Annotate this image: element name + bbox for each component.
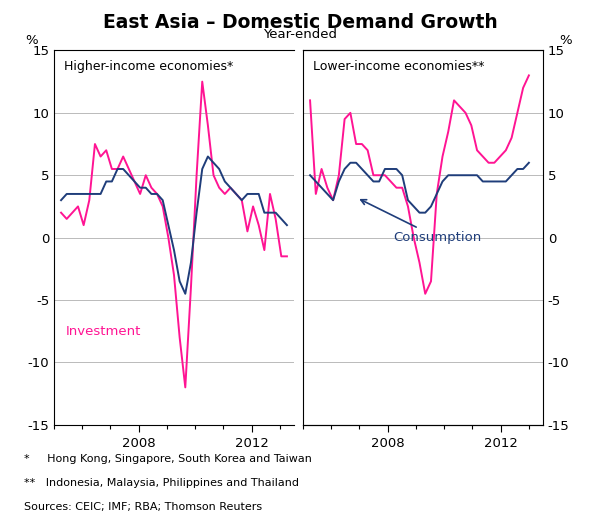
Text: Investment: Investment [66,325,142,338]
Text: Higher-income economies*: Higher-income economies* [64,60,233,73]
Text: *     Hong Kong, Singapore, South Korea and Taiwan: * Hong Kong, Singapore, South Korea and … [24,454,312,464]
Text: Lower-income economies**: Lower-income economies** [313,60,484,73]
Text: Consumption: Consumption [361,200,482,244]
Text: Year-ended: Year-ended [263,28,337,40]
Text: %: % [25,33,38,47]
Text: **   Indonesia, Malaysia, Philippines and Thailand: ** Indonesia, Malaysia, Philippines and … [24,478,299,488]
Text: East Asia – Domestic Demand Growth: East Asia – Domestic Demand Growth [103,13,497,32]
Text: Sources: CEIC; IMF; RBA; Thomson Reuters: Sources: CEIC; IMF; RBA; Thomson Reuters [24,502,262,512]
Text: %: % [559,33,572,47]
